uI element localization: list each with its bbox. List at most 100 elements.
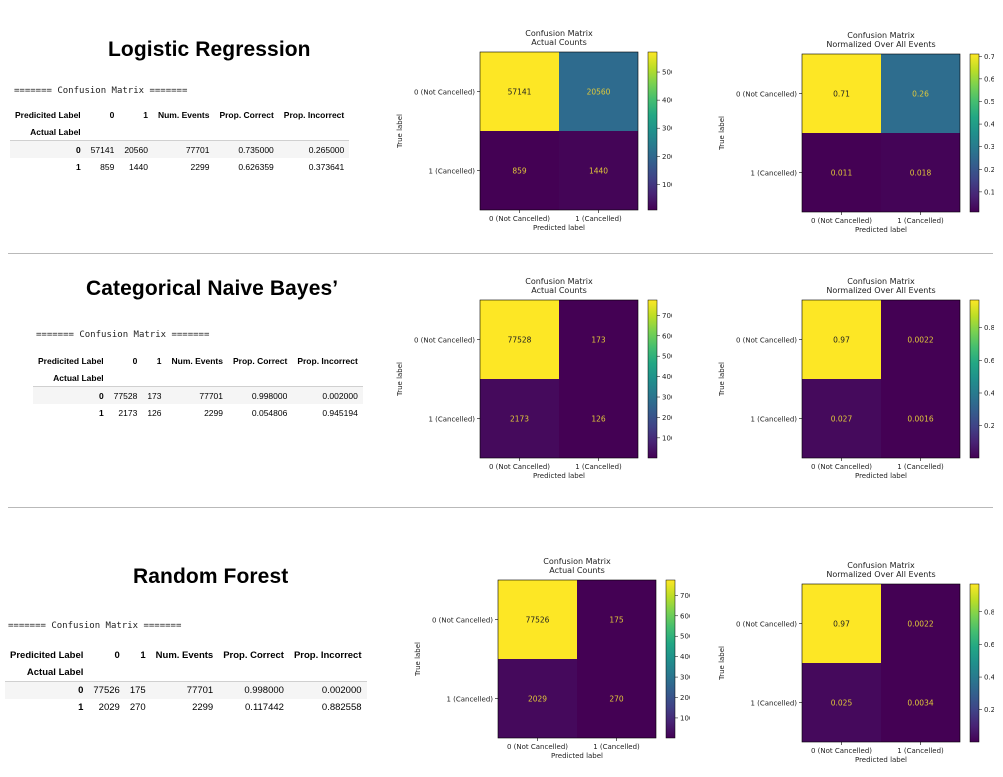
cell-label: 175	[609, 616, 624, 625]
cell-label: 0.97	[833, 336, 850, 345]
cell-label: 57141	[508, 88, 532, 97]
colorbar	[647, 299, 658, 459]
chart-title: Actual Counts	[531, 38, 587, 47]
cell-label: 859	[512, 167, 527, 176]
table-cell: 2029	[98, 702, 120, 713]
heatmap-cell	[881, 663, 960, 742]
column-header: 1	[140, 650, 146, 661]
column-header: Prop. Correct	[223, 650, 284, 661]
colorbar	[647, 51, 658, 211]
y-tick-label: 0 (Not Cancelled)	[736, 621, 797, 629]
heatmap-cell	[480, 52, 559, 131]
y-tick-label: 0 (Not Cancelled)	[414, 89, 475, 97]
colorbar-tick-label: 70000	[680, 592, 690, 600]
table-cell: 0.735000	[214, 140, 279, 158]
heatmap-cell	[480, 131, 559, 210]
cell-label: 0.0016	[907, 415, 933, 424]
table-cell: 0.945194	[322, 407, 358, 418]
confusion-matrix-counts-plot: Confusion Matrix Actual Counts 77526 175 202…	[410, 556, 702, 768]
colorbar-tick-label: 0.8	[984, 608, 994, 616]
colorbar-tick-label: 20000	[662, 414, 672, 422]
cell-label: 77528	[508, 336, 532, 345]
table-cell: 0.373641	[308, 161, 345, 172]
column-header: Prop. Incorrect	[297, 355, 358, 366]
table-cell: 0.054806	[251, 407, 288, 418]
section-divider	[8, 507, 993, 508]
table-cell: 20560	[119, 140, 153, 158]
x-tick-label: 0 (Not Cancelled)	[489, 215, 550, 223]
y-tick-label: 0 (Not Cancelled)	[736, 337, 797, 345]
heatmap-cell	[577, 580, 656, 659]
model-title-categorical-naive-bayes: Categorical Naive Bayes’	[86, 277, 339, 300]
colorbar-tick-label: 0.6	[984, 641, 994, 649]
heatmap-cell	[802, 379, 881, 458]
colorbar-tick-label: 0.2	[984, 422, 994, 430]
table-cell: 175	[124, 681, 151, 699]
cell-label: 2029	[528, 695, 547, 704]
heatmap-cell	[559, 52, 638, 131]
chart-title: Confusion Matrix	[525, 29, 593, 38]
chart-title: Actual Counts	[531, 286, 587, 295]
colorbar-tick-label: 30000	[662, 125, 672, 133]
table-cell: 0.265000	[278, 140, 350, 158]
colorbar-tick-label: 0.4	[984, 389, 994, 397]
colorbar-tick-label: 0.8	[984, 324, 994, 332]
y-tick-label: 1 (Cancelled)	[446, 696, 493, 704]
colorbar-tick-label: 0.4	[984, 674, 994, 682]
colorbar-tick-label: 0.6	[984, 75, 994, 83]
x-tick-label: 1 (Cancelled)	[593, 743, 640, 751]
x-tick-label: 0 (Not Cancelled)	[811, 747, 872, 755]
table-cell: 0.882558	[321, 702, 362, 713]
column-header: 0	[114, 650, 120, 661]
y-tick-label: 0 (Not Cancelled)	[432, 617, 493, 625]
table-cell: 0.002000	[292, 386, 363, 404]
confusion-matrix-counts-plot: Confusion Matrix Actual Counts 77528 173 217…	[392, 276, 684, 488]
table-cell: 173	[142, 386, 167, 404]
table-cell: 77528	[108, 386, 143, 404]
heatmap-cell	[802, 54, 881, 133]
heatmap-cell	[881, 300, 960, 379]
heatmap-cell	[559, 379, 638, 458]
heatmap-cell	[802, 584, 881, 663]
confusion-matrix-normalized-plot: Confusion Matrix Normalized Over All Even…	[714, 30, 996, 242]
table-cell: 77701	[150, 681, 219, 699]
row-index: 0	[5, 681, 89, 699]
cell-label: 0.97	[833, 620, 850, 629]
row-index: 1	[98, 407, 104, 418]
chart-title: Normalized Over All Events	[826, 40, 935, 49]
colorbar-tick-label: 0.3	[984, 143, 994, 151]
cell-label: 126	[591, 415, 606, 424]
table-cell: 57141	[85, 140, 120, 158]
cell-label: 20560	[587, 88, 611, 97]
heatmap-cell	[881, 54, 960, 133]
table-cell: 0.998000	[218, 681, 289, 699]
confusion-matrix-normalized-plot: Confusion Matrix Normalized Over All Even…	[714, 560, 996, 772]
x-axis-label: Predicted label	[533, 224, 585, 232]
colorbar-tick-label: 10000	[662, 181, 672, 189]
colorbar	[969, 299, 980, 459]
y-tick-label: 1 (Cancelled)	[750, 170, 797, 178]
table-row: 0 77528 173 77701 0.998000 0.002000	[33, 386, 363, 404]
x-axis-label: Predicted label	[855, 756, 907, 764]
table-cell: 859	[100, 161, 115, 172]
colorbar-tick-label: 70000	[662, 312, 672, 320]
x-tick-label: 0 (Not Cancelled)	[811, 463, 872, 471]
colorbar-tick-label: 60000	[662, 332, 672, 340]
heatmap-cell	[559, 131, 638, 210]
x-axis-label: Predicted label	[855, 226, 907, 234]
table-cell: 77526	[88, 681, 125, 699]
cell-label: 2173	[510, 415, 529, 424]
cell-label: 0.26	[912, 90, 929, 99]
confusion-matrix-table: Predicited Label 0 1 Num. Events Prop. C…	[10, 106, 350, 175]
column-header: Num. Events	[157, 109, 210, 120]
cell-label: 0.025	[831, 699, 853, 708]
table-cell: 0.002000	[288, 681, 367, 699]
cell-label: 0.0022	[907, 336, 933, 345]
heatmap-cell	[881, 133, 960, 212]
cell-label: 0.018	[910, 169, 932, 178]
